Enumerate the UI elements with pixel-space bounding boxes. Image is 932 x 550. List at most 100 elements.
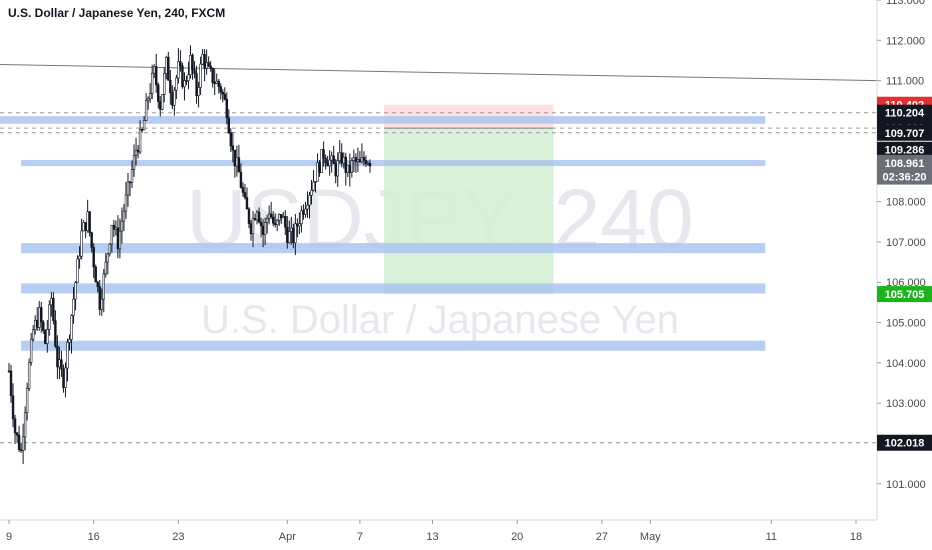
candle-body bbox=[320, 149, 323, 173]
candle-body bbox=[110, 224, 114, 245]
candle-body bbox=[167, 56, 170, 81]
candle-body bbox=[332, 155, 335, 164]
candle-body bbox=[211, 67, 214, 83]
candle-body bbox=[227, 117, 231, 133]
candle-body bbox=[362, 157, 366, 161]
candle-body bbox=[257, 211, 261, 223]
candle-body bbox=[165, 56, 168, 74]
price-tag-box bbox=[877, 154, 932, 171]
plot-area[interactable] bbox=[0, 45, 878, 465]
candle-body bbox=[42, 321, 45, 331]
candle-body bbox=[241, 187, 245, 193]
candle-body bbox=[239, 171, 243, 188]
x-tick-label: 16 bbox=[88, 531, 100, 543]
candle-body bbox=[54, 320, 57, 347]
price-tag-label: 02:36:20 bbox=[882, 172, 926, 184]
price-tag-box bbox=[877, 434, 932, 451]
candle-body bbox=[144, 100, 148, 121]
y-axis[interactable]: 113.000112.000111.000110.000109.000108.0… bbox=[877, 0, 926, 491]
candle-body bbox=[94, 266, 97, 283]
candle-body bbox=[284, 216, 287, 228]
y-tick-label: 107.000 bbox=[886, 237, 926, 249]
zone-band-3 bbox=[21, 243, 766, 254]
candle-body bbox=[90, 232, 93, 248]
candle-body bbox=[7, 370, 11, 373]
candle-body bbox=[58, 359, 61, 368]
candle-body bbox=[66, 342, 69, 369]
candle-body bbox=[306, 204, 309, 210]
candle-body bbox=[98, 286, 101, 310]
candle-body bbox=[201, 54, 204, 65]
candle-body bbox=[233, 149, 237, 167]
candle-body bbox=[68, 339, 71, 343]
candle-body bbox=[265, 218, 269, 223]
candle-body bbox=[86, 211, 89, 231]
candle-body bbox=[304, 208, 307, 215]
price-tag-box bbox=[877, 286, 932, 303]
price-tag-label: 109.707 bbox=[885, 128, 925, 140]
candle-body bbox=[267, 213, 271, 219]
candle-body bbox=[112, 224, 116, 230]
candle-body bbox=[296, 223, 299, 227]
candle-body bbox=[217, 80, 220, 87]
y-tick-label: 101.000 bbox=[886, 479, 926, 491]
candle-body bbox=[44, 330, 47, 344]
candle-body bbox=[31, 329, 35, 340]
candle-body bbox=[148, 93, 152, 100]
x-tick-label: 23 bbox=[172, 531, 184, 543]
candle-body bbox=[92, 247, 95, 268]
y-tick-label: 113.000 bbox=[886, 0, 925, 7]
candle-body bbox=[195, 73, 198, 97]
candle-body bbox=[150, 72, 154, 94]
candle-body bbox=[263, 222, 267, 235]
candle-body bbox=[310, 189, 313, 196]
zone-band-5 bbox=[21, 340, 766, 351]
candle-body bbox=[219, 86, 222, 93]
candle-body bbox=[300, 210, 303, 224]
candle-body bbox=[255, 211, 259, 221]
candle-body bbox=[276, 219, 279, 226]
price-tag-label: 108.961 bbox=[885, 158, 925, 170]
candle-body bbox=[21, 436, 25, 451]
candle-body bbox=[328, 159, 331, 167]
candle-body bbox=[78, 255, 81, 260]
candle-body bbox=[122, 210, 126, 222]
candle-body bbox=[100, 298, 103, 310]
candle-body bbox=[193, 69, 196, 74]
candle-body bbox=[330, 155, 333, 161]
candle-body bbox=[282, 216, 285, 218]
candle-body bbox=[138, 129, 142, 153]
candle-body bbox=[108, 243, 112, 255]
candle-body bbox=[249, 223, 253, 235]
candle-body bbox=[209, 65, 212, 69]
candle-body bbox=[134, 149, 138, 156]
x-tick-label: 20 bbox=[511, 531, 523, 543]
candle-body bbox=[146, 98, 150, 101]
candle-body bbox=[342, 156, 345, 164]
candle-body bbox=[352, 157, 356, 161]
x-axis[interactable]: 9 16 23 Apr 7 13 20 27 May 11 18 bbox=[6, 520, 862, 543]
candle-body bbox=[159, 101, 162, 110]
candle-body bbox=[155, 66, 158, 86]
zone-band-2 bbox=[21, 160, 766, 167]
candle-body bbox=[29, 338, 33, 363]
price-tag-label: 110.204 bbox=[885, 108, 925, 120]
candle-body bbox=[60, 359, 63, 370]
candle-body bbox=[19, 449, 23, 451]
candle-body bbox=[183, 80, 186, 88]
candle-body bbox=[243, 192, 247, 198]
candle-body bbox=[72, 298, 75, 316]
candle-body bbox=[316, 162, 319, 182]
candle-body bbox=[52, 298, 55, 322]
x-tick-label: Apr bbox=[279, 531, 296, 543]
y-tick-label: 104.000 bbox=[886, 358, 926, 370]
y-tick-label: 112.000 bbox=[886, 35, 925, 47]
candle-body bbox=[247, 208, 251, 224]
candle-body bbox=[189, 54, 192, 76]
x-tick-label: 7 bbox=[357, 531, 363, 543]
candle-body bbox=[203, 54, 206, 69]
candle-body bbox=[102, 273, 105, 300]
candle-body bbox=[62, 368, 65, 388]
price-tags: 110.402110.204109.821109.707109.286108.9… bbox=[877, 96, 932, 451]
